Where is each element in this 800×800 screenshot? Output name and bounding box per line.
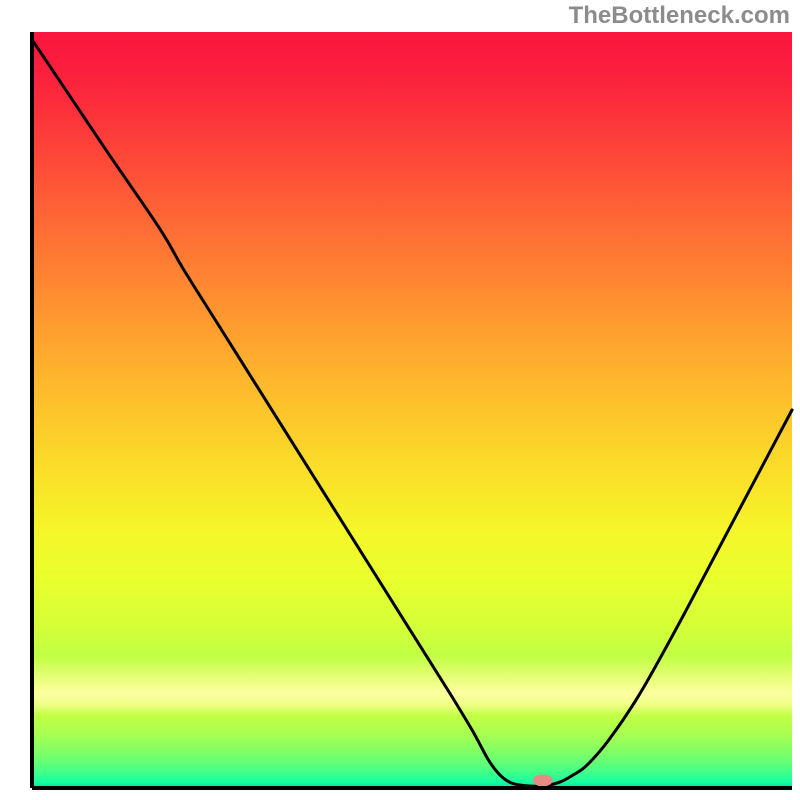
- bottleneck-chart: [0, 0, 800, 800]
- optimum-marker: [533, 774, 553, 786]
- chart-container: TheBottleneck.com: [0, 0, 800, 800]
- plot-background: [32, 32, 792, 788]
- watermark-text: TheBottleneck.com: [569, 2, 790, 30]
